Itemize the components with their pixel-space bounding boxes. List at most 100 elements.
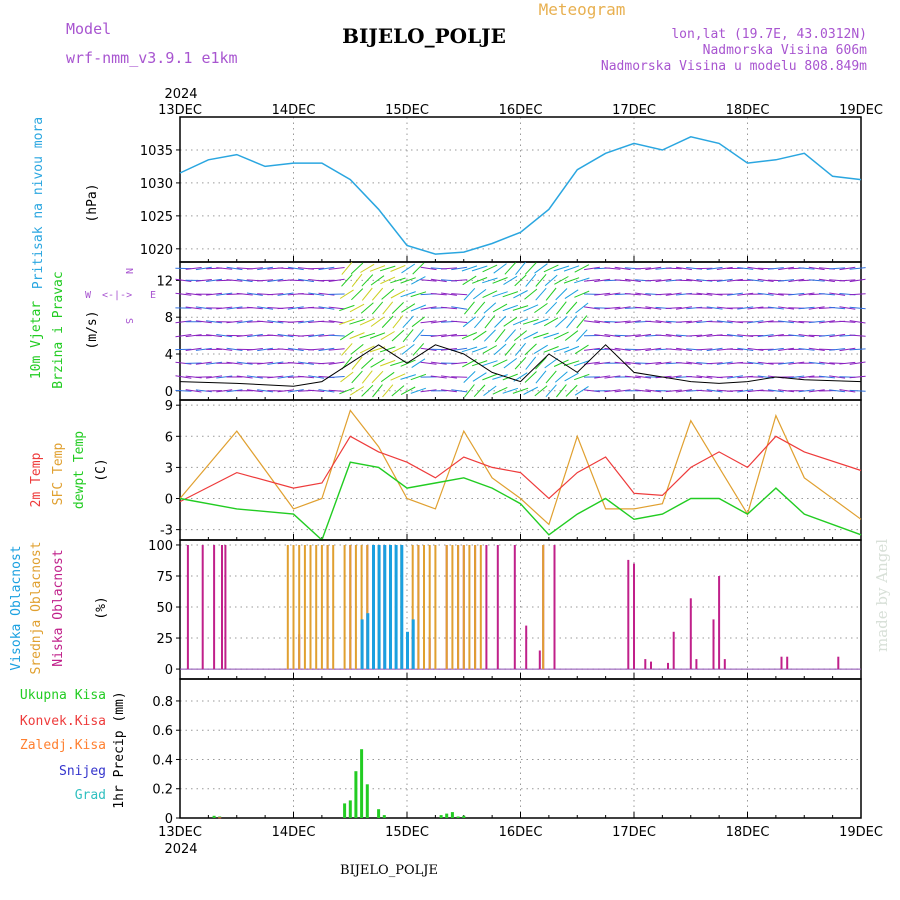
wind-barb — [411, 276, 426, 285]
y-tick-label: 0.4 — [152, 753, 173, 768]
low-cloud-bar — [723, 659, 726, 669]
wind-barb — [195, 320, 212, 324]
wind-barb — [451, 334, 468, 337]
time-tick-label: 13DEC — [158, 825, 202, 840]
y-tick-label: 4 — [165, 348, 173, 363]
wind-barb — [563, 360, 580, 367]
wind-barb — [308, 375, 325, 379]
wind-barb — [544, 358, 558, 369]
low-cloud-bar — [186, 545, 189, 670]
low-cloud-bar — [667, 662, 669, 670]
wind-barb — [737, 292, 754, 296]
wind-barb — [308, 333, 325, 338]
wind-barb — [544, 274, 558, 287]
mid-cloud-bar — [462, 545, 465, 670]
wind-barb — [246, 375, 263, 379]
total-precip-bar — [354, 771, 358, 818]
wind-barb — [195, 266, 212, 271]
wind-barb — [410, 373, 427, 381]
wind-barb — [267, 375, 284, 379]
wind-barb — [328, 267, 345, 270]
wind-barb — [206, 278, 223, 282]
wind-barb — [277, 292, 294, 296]
wind-panel: 0 4 8 12 — [156, 261, 866, 401]
wind-barb — [514, 356, 527, 370]
wind-barb — [716, 334, 733, 337]
wind-barb — [798, 292, 815, 296]
wind-barb — [513, 330, 528, 341]
wind-barb — [675, 362, 692, 365]
high-cloud-bar — [366, 613, 370, 669]
wind-barb — [757, 278, 774, 282]
temp-ylabel-1: 2m Temp — [29, 452, 44, 507]
wind-barb — [267, 334, 284, 337]
wind-barb — [328, 348, 345, 351]
wind-barb — [440, 267, 458, 270]
total-precip-bar — [462, 815, 466, 818]
wind-barb — [665, 292, 682, 296]
wind-barb — [778, 266, 795, 271]
wind-barb — [706, 266, 723, 270]
wind-barb — [747, 376, 764, 378]
y-tick-label: 100 — [148, 539, 173, 554]
wind-barb — [798, 348, 815, 351]
wind-barb — [410, 291, 427, 298]
wind-barb — [195, 347, 212, 351]
wind-barb — [328, 376, 345, 378]
wind-barb — [287, 320, 304, 323]
wind-barb — [246, 389, 263, 393]
wind-barb — [849, 293, 866, 296]
wind-barb — [614, 361, 631, 365]
wind-barb — [379, 346, 396, 353]
wind-barb — [236, 361, 253, 365]
wind-barb — [564, 372, 579, 382]
wind-barb — [226, 389, 243, 393]
wind-barb — [185, 292, 202, 296]
wind-barb — [360, 263, 375, 273]
wind-barb — [645, 361, 662, 365]
wind-barb — [716, 266, 733, 270]
wind-barb — [391, 329, 405, 342]
wind-barb — [257, 361, 274, 365]
wind-barb — [206, 334, 223, 338]
wind-barb — [308, 389, 325, 392]
wind-barb — [574, 360, 590, 367]
wind-barb — [553, 346, 570, 353]
mid-cloud-bar — [434, 545, 437, 670]
low-cloud-bar — [538, 650, 541, 670]
y-tick-label: 0 — [165, 812, 173, 827]
wind-barb — [686, 320, 703, 324]
wind-barb — [849, 348, 866, 351]
model-label: Model — [66, 20, 111, 38]
wind-barb — [818, 278, 835, 283]
wind-barb — [624, 375, 641, 379]
time-tick-label: 14DEC — [272, 103, 316, 118]
wind-barb — [747, 306, 764, 310]
wind-barb — [696, 348, 713, 351]
wind-barb — [716, 320, 733, 324]
wind-barb — [523, 331, 539, 340]
wind-barb — [737, 362, 754, 364]
y-tick-label: 12 — [156, 274, 173, 289]
wind-barb — [543, 346, 559, 353]
wind-barb — [246, 333, 263, 338]
wind-barb — [382, 384, 394, 398]
wind-barb — [350, 262, 364, 275]
y-tick-label: 6 — [165, 430, 173, 445]
wind-barb — [645, 306, 662, 310]
wind-barb — [798, 267, 815, 270]
wind-barb — [849, 334, 866, 337]
wind-barb — [277, 389, 294, 393]
low-cloud-bar — [650, 661, 652, 669]
pressure-unit: (hPa) — [85, 183, 100, 222]
y-tick-label: 75 — [156, 570, 173, 585]
wind-barb — [706, 292, 723, 296]
wind-barb — [420, 320, 437, 324]
wind-barb — [216, 306, 233, 310]
wind-barb — [818, 361, 835, 365]
wind-barb — [359, 332, 376, 339]
temp-ylabel-3: dewpt Temp — [72, 431, 87, 509]
wind-barb — [839, 347, 856, 352]
wind-barb — [492, 277, 508, 284]
wind-barb — [341, 261, 353, 275]
